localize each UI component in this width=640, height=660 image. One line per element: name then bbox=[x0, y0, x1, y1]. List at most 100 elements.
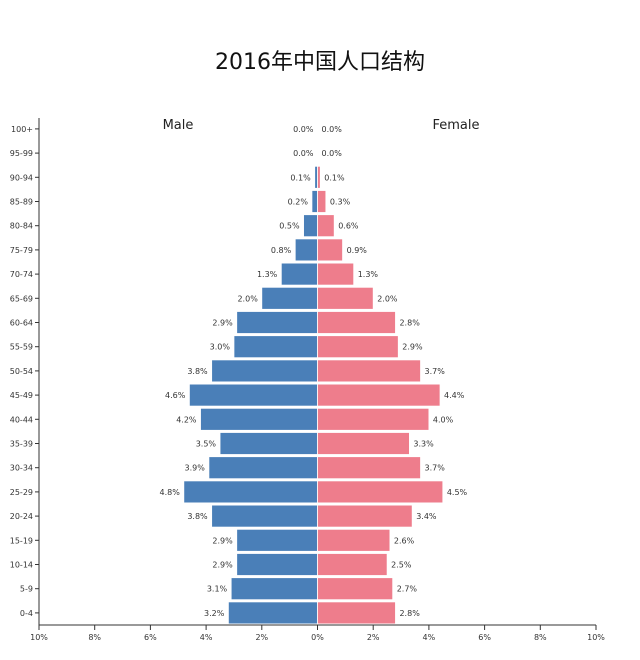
female-bar bbox=[317, 480, 444, 504]
y-tick-label: 35-39 bbox=[10, 440, 33, 449]
x-tick-label: 4% bbox=[423, 633, 436, 642]
male-bar bbox=[311, 190, 318, 213]
female-bar bbox=[317, 335, 399, 359]
male-value-label: 3.5% bbox=[196, 440, 217, 449]
female-bar bbox=[317, 577, 394, 601]
male-value-label: 1.3% bbox=[257, 270, 278, 279]
male-bar bbox=[314, 165, 318, 189]
y-tick-label: 95-99 bbox=[10, 149, 33, 158]
female-value-label: 0.0% bbox=[322, 125, 343, 134]
female-value-label: 2.5% bbox=[391, 561, 412, 570]
y-tick-label: 40-44 bbox=[10, 415, 33, 424]
male-bar bbox=[188, 383, 318, 407]
female-value-label: 2.8% bbox=[399, 609, 420, 618]
male-value-label: 3.8% bbox=[187, 512, 208, 521]
y-tick-label: 20-24 bbox=[10, 512, 33, 521]
female-bar bbox=[317, 553, 388, 576]
female-bar bbox=[317, 528, 391, 552]
male-value-label: 3.9% bbox=[185, 464, 206, 473]
male-bar bbox=[219, 432, 318, 455]
female-value-label: 0.3% bbox=[330, 198, 351, 207]
male-value-label: 0.8% bbox=[271, 246, 292, 255]
male-value-label: 3.2% bbox=[204, 609, 225, 618]
female-value-label: 2.9% bbox=[402, 343, 423, 352]
y-tick-label: 15-19 bbox=[10, 536, 33, 545]
female-value-label: 2.7% bbox=[397, 585, 418, 594]
x-tick-label: 10% bbox=[30, 633, 48, 642]
female-bar bbox=[317, 214, 335, 238]
male-value-label: 2.9% bbox=[212, 319, 233, 328]
female-bar bbox=[317, 190, 327, 213]
male-value-label: 2.9% bbox=[212, 536, 233, 545]
male-value-label: 0.0% bbox=[293, 149, 314, 158]
y-tick-label: 45-49 bbox=[10, 391, 33, 400]
male-bar bbox=[211, 504, 318, 528]
x-tick-label: 8% bbox=[534, 633, 547, 642]
female-value-label: 3.7% bbox=[425, 464, 446, 473]
chart-title: 2016年中国人口结构 bbox=[215, 50, 425, 75]
male-bar bbox=[208, 456, 318, 480]
female-bar bbox=[317, 359, 421, 383]
male-bar bbox=[294, 238, 318, 262]
male-value-label: 0.1% bbox=[290, 173, 311, 182]
y-tick-label: 0-4 bbox=[20, 609, 33, 618]
male-bar bbox=[236, 528, 318, 552]
female-value-label: 3.4% bbox=[416, 512, 437, 521]
female-value-label: 2.0% bbox=[377, 294, 398, 303]
female-bar bbox=[317, 286, 374, 310]
male-bar bbox=[303, 214, 318, 238]
male-bar bbox=[236, 553, 318, 576]
female-bar bbox=[317, 432, 410, 455]
male-value-label: 3.1% bbox=[207, 585, 228, 594]
female-bar bbox=[317, 262, 355, 286]
female-value-label: 0.0% bbox=[322, 149, 343, 158]
male-bar bbox=[261, 286, 318, 310]
male-bar bbox=[280, 262, 318, 286]
x-tick-label: 6% bbox=[478, 633, 491, 642]
male-value-label: 4.2% bbox=[176, 415, 197, 424]
female-series-label: Female bbox=[432, 118, 479, 133]
male-value-label: 2.0% bbox=[237, 294, 258, 303]
female-value-label: 0.9% bbox=[347, 246, 368, 255]
female-value-label: 2.8% bbox=[399, 319, 420, 328]
male-bar bbox=[236, 311, 318, 334]
y-tick-label: 85-89 bbox=[10, 198, 33, 207]
x-tick-label: 6% bbox=[144, 633, 157, 642]
y-tick-label: 75-79 bbox=[10, 246, 33, 255]
male-value-label: 4.6% bbox=[165, 391, 186, 400]
y-tick-label: 90-94 bbox=[10, 173, 33, 182]
x-tick-label: 0% bbox=[311, 633, 324, 642]
y-tick-label: 25-29 bbox=[10, 488, 33, 497]
y-tick-label: 50-54 bbox=[10, 367, 33, 376]
x-tick-label: 2% bbox=[367, 633, 380, 642]
male-value-label: 2.9% bbox=[212, 561, 233, 570]
y-tick-label: 100+ bbox=[11, 125, 33, 134]
male-value-label: 3.8% bbox=[187, 367, 208, 376]
x-tick-label: 2% bbox=[255, 633, 268, 642]
female-bars bbox=[317, 165, 444, 625]
female-bar bbox=[317, 601, 396, 625]
x-tick-label: 8% bbox=[88, 633, 101, 642]
y-tick-label: 5-9 bbox=[20, 585, 33, 594]
female-bar bbox=[317, 456, 421, 480]
x-tick-label: 10% bbox=[587, 633, 605, 642]
female-bar bbox=[317, 504, 413, 528]
y-tick-label: 80-84 bbox=[10, 222, 33, 231]
female-bar bbox=[317, 165, 321, 189]
y-tick-label: 10-14 bbox=[10, 561, 33, 570]
male-series-label: Male bbox=[163, 118, 194, 133]
male-value-label: 3.0% bbox=[210, 343, 231, 352]
y-tick-label: 70-74 bbox=[10, 270, 33, 279]
female-bar bbox=[317, 311, 396, 334]
female-value-label: 4.0% bbox=[433, 415, 454, 424]
female-value-label: 0.6% bbox=[338, 222, 359, 231]
female-value-label: 1.3% bbox=[358, 270, 379, 279]
female-value-label: 3.3% bbox=[413, 440, 434, 449]
male-bars bbox=[183, 165, 318, 625]
male-value-label: 4.8% bbox=[159, 488, 180, 497]
female-value-label: 2.6% bbox=[394, 536, 415, 545]
female-value-label: 4.4% bbox=[444, 391, 465, 400]
male-value-label: 0.0% bbox=[293, 125, 314, 134]
male-value-label: 0.5% bbox=[279, 222, 300, 231]
male-bar bbox=[230, 577, 318, 601]
